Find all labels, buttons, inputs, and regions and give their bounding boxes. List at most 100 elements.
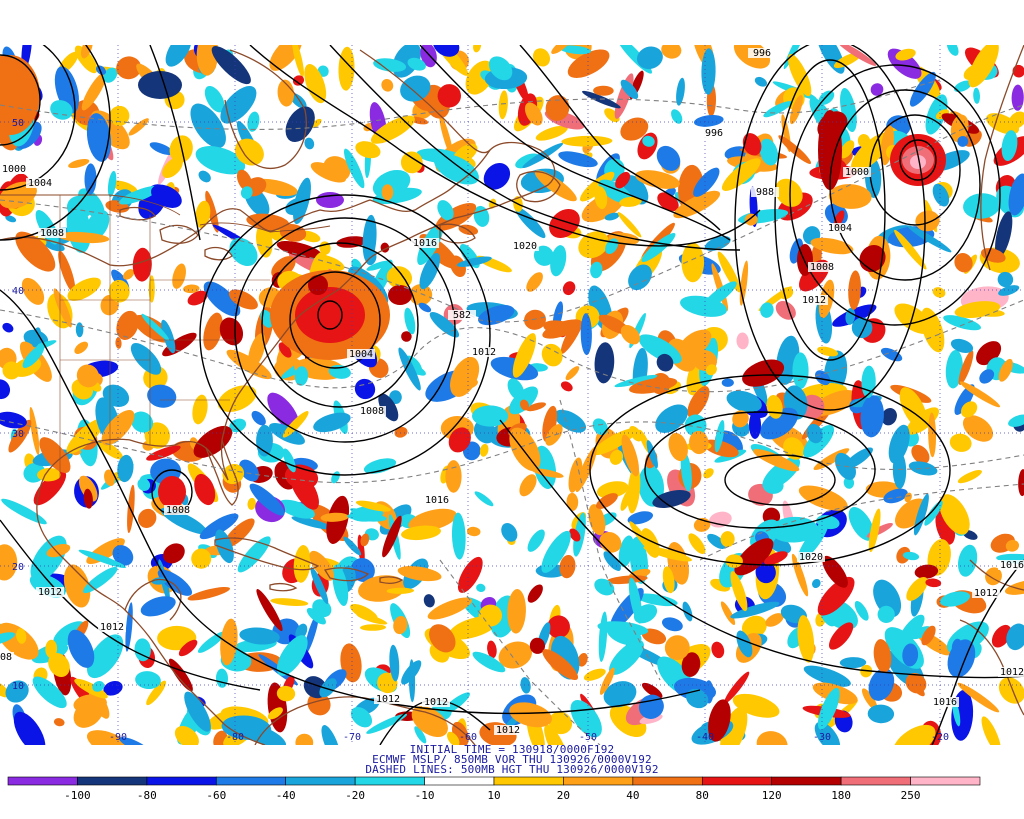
vorticity-blob — [725, 554, 743, 568]
colorbar-label: -60 — [206, 789, 226, 802]
isobar — [0, 289, 701, 715]
vorticity-blob — [512, 333, 537, 378]
vorticity-blob — [2, 361, 21, 380]
isobar — [789, 64, 1001, 326]
vorticity-blob — [22, 345, 45, 369]
vorticity-blob — [356, 613, 388, 625]
isobar — [249, 45, 761, 247]
vorticity-blob — [195, 146, 246, 175]
vorticity-blob — [957, 135, 969, 147]
vorticity-blob — [43, 239, 65, 252]
vorticity-blob — [676, 77, 685, 106]
vorticity-blob — [894, 229, 927, 270]
colorbar-swatch — [910, 776, 981, 786]
vorticity-blob — [483, 163, 511, 190]
height-line — [0, 299, 1024, 393]
isobar — [234, 217, 456, 443]
vorticity-blob — [445, 460, 462, 493]
vorticity-blob — [883, 488, 908, 504]
vorticity-blob — [548, 711, 573, 735]
vorticity-blob — [146, 445, 181, 461]
vorticity-blob — [792, 352, 809, 389]
coast-puerto-rico — [379, 576, 404, 584]
vorticity-blob — [594, 186, 608, 210]
vorticity-blob — [671, 109, 683, 124]
vorticity-blob — [527, 584, 543, 603]
vorticity-blob — [560, 381, 573, 392]
vorticity-blob — [466, 526, 481, 537]
vorticity-blob — [119, 185, 160, 205]
vorticity-blob — [958, 350, 974, 385]
vorticity-blob — [83, 488, 93, 509]
height-line — [699, 483, 1024, 561]
vorticity-blob — [187, 586, 231, 601]
colorbar-label: 40 — [626, 789, 639, 802]
vorticity-blob — [1008, 414, 1024, 427]
vorticity-blob — [32, 676, 67, 709]
vorticity-blob — [278, 499, 315, 519]
vorticity-blob — [732, 410, 749, 428]
isobar-label: 1016 — [413, 238, 437, 249]
isobar-label: 1012 — [802, 295, 826, 306]
vorticity-blob — [759, 138, 778, 166]
isobar-label-bg — [0, 164, 28, 174]
vorticity-blob — [285, 106, 315, 143]
coastlines — [0, 45, 1024, 745]
vorticity-blob — [5, 215, 17, 223]
vorticity-blob — [619, 196, 642, 207]
vorticity-blob — [295, 623, 308, 640]
colorbar-label: -100 — [64, 789, 91, 802]
vorticity-blob — [638, 694, 664, 719]
vorticity-blob — [247, 497, 256, 510]
colorbar-label: 10 — [487, 789, 500, 802]
colorbar-label: -80 — [137, 789, 157, 802]
vorticity-blob — [742, 133, 762, 156]
vorticity-blob — [304, 64, 327, 104]
vorticity-blob — [366, 260, 391, 271]
vorticity-blob — [304, 137, 315, 150]
vorticity-blob — [870, 83, 884, 96]
vorticity-blob — [902, 551, 920, 561]
vorticity-blob — [183, 284, 200, 294]
vorticity-blob — [656, 145, 681, 171]
isobar-label: 1016 — [425, 495, 449, 506]
vorticity-blob — [373, 58, 407, 72]
mslp-isobars — [0, 45, 1024, 745]
vorticity-blob — [954, 252, 973, 273]
vorticity-blob — [354, 378, 376, 400]
vorticity-blob — [501, 523, 518, 542]
vorticity-blob — [635, 170, 680, 189]
isobar — [261, 242, 419, 408]
vorticity-blob — [764, 551, 788, 565]
vorticity-blob — [925, 94, 948, 135]
vorticity-blob — [398, 347, 421, 391]
vorticity-blob — [615, 171, 631, 189]
isobar-label: 1016 — [1000, 560, 1024, 571]
vorticity-blob — [714, 419, 725, 453]
vorticity-blob — [400, 75, 431, 102]
vorticity-blob — [58, 250, 76, 293]
vorticity-blob — [949, 433, 972, 452]
vorticity-blob — [542, 649, 579, 681]
vorticity-blob — [902, 643, 919, 667]
isobar-label: 1008 — [166, 505, 190, 516]
vorticity-blob — [991, 624, 1012, 648]
vorticity-blob — [0, 681, 9, 698]
vorticity-blob — [67, 629, 95, 668]
vorticity-blob — [219, 317, 244, 346]
vorticity-blob — [1018, 469, 1024, 497]
vorticity-blob — [310, 567, 329, 605]
vorticity-blob — [962, 415, 994, 442]
vorticity-core — [308, 275, 328, 295]
vorticity-blob — [239, 627, 280, 645]
isobar — [199, 194, 491, 476]
vorticity-blob — [86, 113, 112, 162]
colorbar-swatch — [215, 776, 287, 786]
vorticity-blob — [119, 737, 149, 745]
vorticity-blob — [112, 545, 134, 566]
vorticity-blob — [479, 443, 489, 457]
vorticity-blob — [810, 237, 854, 255]
latitude-label: 50 — [12, 118, 24, 129]
vorticity-blob — [932, 183, 950, 207]
isobar-label: 1008 — [0, 652, 12, 663]
